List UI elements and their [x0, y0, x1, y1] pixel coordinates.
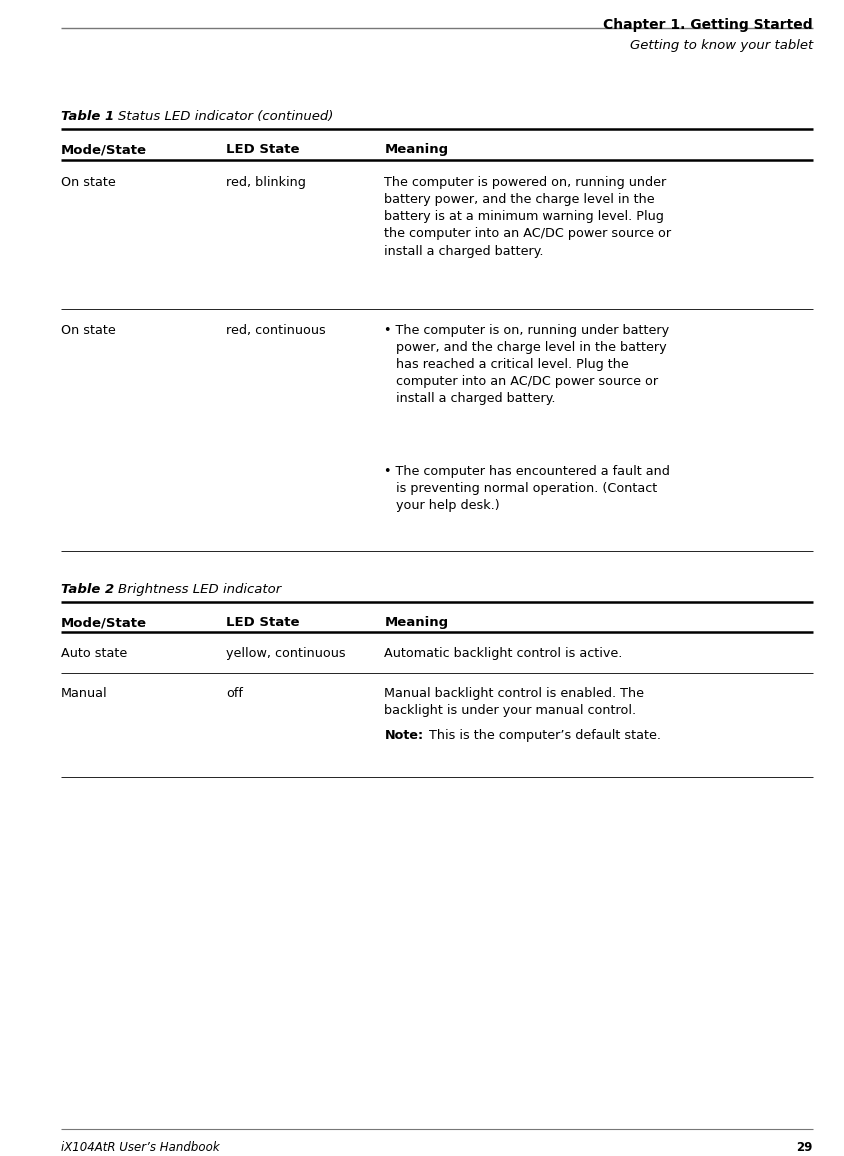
- Text: Chapter 1. Getting Started: Chapter 1. Getting Started: [603, 18, 812, 32]
- Text: yellow, continuous: yellow, continuous: [226, 647, 346, 660]
- Text: Automatic backlight control is active.: Automatic backlight control is active.: [384, 647, 622, 660]
- Text: Auto state: Auto state: [61, 647, 127, 660]
- Text: • The computer has encountered a fault and
   is preventing normal operation. (C: • The computer has encountered a fault a…: [384, 465, 669, 512]
- Text: Table 1: Table 1: [61, 110, 114, 123]
- Text: LED State: LED State: [226, 616, 300, 629]
- Text: This is the computer’s default state.: This is the computer’s default state.: [425, 729, 660, 742]
- Text: Getting to know your tablet: Getting to know your tablet: [629, 39, 812, 52]
- Text: Status LED indicator (continued): Status LED indicator (continued): [118, 110, 333, 123]
- Text: Note:: Note:: [384, 729, 423, 742]
- Text: Mode/State: Mode/State: [61, 143, 147, 156]
- Text: The computer is powered on, running under
battery power, and the charge level in: The computer is powered on, running unde…: [384, 176, 671, 258]
- Text: red, blinking: red, blinking: [226, 176, 306, 188]
- Text: iX104AtR User’s Handbook: iX104AtR User’s Handbook: [61, 1141, 219, 1154]
- Text: Meaning: Meaning: [384, 616, 448, 629]
- Text: off: off: [226, 687, 243, 699]
- Text: Table 2: Table 2: [61, 583, 114, 595]
- Text: Manual backlight control is enabled. The
backlight is under your manual control.: Manual backlight control is enabled. The…: [384, 687, 644, 717]
- Text: • The computer is on, running under battery
   power, and the charge level in th: • The computer is on, running under batt…: [384, 324, 668, 406]
- Text: 29: 29: [796, 1141, 812, 1154]
- Text: Manual: Manual: [61, 687, 107, 699]
- Text: Mode/State: Mode/State: [61, 616, 147, 629]
- Text: On state: On state: [61, 324, 116, 336]
- Text: red, continuous: red, continuous: [226, 324, 326, 336]
- Text: LED State: LED State: [226, 143, 300, 156]
- Text: Brightness LED indicator: Brightness LED indicator: [118, 583, 281, 595]
- Text: On state: On state: [61, 176, 116, 188]
- Text: Meaning: Meaning: [384, 143, 448, 156]
